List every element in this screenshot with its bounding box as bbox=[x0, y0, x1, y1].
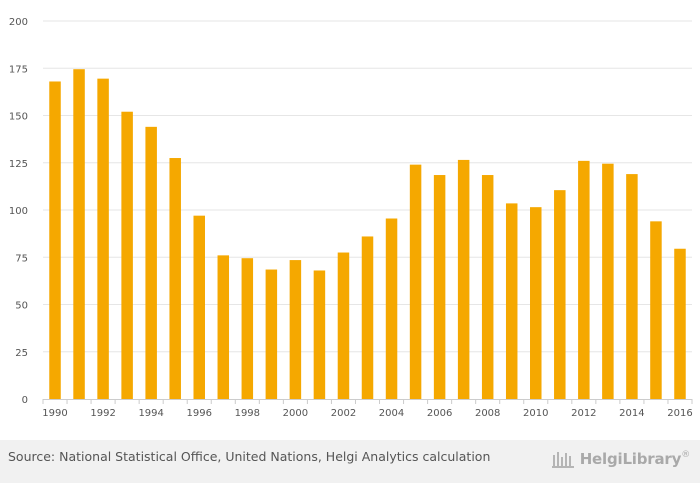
x-tick-label: 2010 bbox=[523, 408, 548, 419]
bar-2004[interactable] bbox=[385, 218, 398, 399]
y-tick-label: 50 bbox=[15, 301, 28, 312]
bar-1995[interactable] bbox=[169, 158, 181, 399]
bar-2016[interactable] bbox=[674, 248, 686, 399]
bar-2013[interactable] bbox=[602, 163, 614, 399]
bar-1996[interactable] bbox=[193, 215, 205, 399]
bar-2006[interactable] bbox=[433, 175, 446, 399]
y-tick-label: 200 bbox=[9, 17, 28, 28]
x-tick-label: 1998 bbox=[235, 408, 260, 419]
x-tick-label: 2000 bbox=[283, 408, 308, 419]
bar-2007[interactable] bbox=[457, 159, 470, 399]
x-tick-label: 2008 bbox=[475, 408, 500, 419]
y-tick-label: 75 bbox=[15, 253, 28, 264]
bar-2005[interactable] bbox=[409, 164, 422, 399]
source-note: Source: National Statistical Office, Uni… bbox=[8, 449, 491, 464]
bar-2015[interactable] bbox=[650, 221, 662, 399]
bar-2014[interactable] bbox=[626, 174, 638, 399]
bar-2011[interactable] bbox=[554, 190, 566, 399]
y-tick-label: 100 bbox=[9, 206, 28, 217]
bar-1999[interactable] bbox=[265, 269, 278, 399]
x-tick-label: 1992 bbox=[90, 408, 115, 419]
bar-1990[interactable] bbox=[49, 81, 61, 399]
y-tick-label: 150 bbox=[9, 112, 28, 123]
x-tick-label: 1996 bbox=[187, 408, 212, 419]
library-columns-icon bbox=[551, 452, 574, 468]
bar-1993[interactable] bbox=[121, 111, 133, 399]
x-tick-label: 2012 bbox=[571, 408, 596, 419]
bar-2009[interactable] bbox=[505, 203, 518, 399]
bar-2002[interactable] bbox=[337, 252, 350, 399]
y-tick-label: 0 bbox=[22, 395, 28, 406]
y-tick-label: 125 bbox=[9, 159, 28, 170]
bar-1991[interactable] bbox=[73, 69, 85, 399]
y-axis: 0 25 50 75 100 125 150 175 200 bbox=[9, 17, 28, 406]
x-tick-label: 2004 bbox=[379, 408, 404, 419]
x-tick-label: 2016 bbox=[667, 408, 692, 419]
bar-2012[interactable] bbox=[578, 160, 590, 399]
helgi-library-logo[interactable]: HelgiLibrary® bbox=[551, 448, 690, 470]
bar-2003[interactable] bbox=[361, 236, 374, 399]
x-tick-label: 2006 bbox=[427, 408, 452, 419]
x-axis: 1990 1992 1994 1996 1998 2000 2002 2004 2006 2008… bbox=[42, 399, 693, 419]
bar-1992[interactable] bbox=[97, 78, 109, 400]
bar-1994[interactable] bbox=[145, 126, 157, 399]
bar-1997[interactable] bbox=[217, 255, 230, 399]
bar-2001[interactable] bbox=[313, 270, 326, 399]
bar-2000[interactable] bbox=[289, 260, 302, 399]
x-tick-label: 2014 bbox=[619, 408, 644, 419]
x-tick-label: 1990 bbox=[42, 408, 67, 419]
brand-name: HelgiLibrary® bbox=[579, 450, 690, 468]
y-tick-label: 175 bbox=[9, 64, 28, 75]
x-tick-label: 2002 bbox=[331, 408, 356, 419]
bar-series bbox=[49, 69, 686, 400]
bar-2008[interactable] bbox=[481, 175, 494, 399]
footer: Source: National Statistical Office, Uni… bbox=[0, 440, 700, 483]
bar-1998[interactable] bbox=[241, 258, 254, 399]
bar-2010[interactable] bbox=[530, 207, 542, 399]
x-tick-label: 1994 bbox=[138, 408, 163, 419]
y-tick-label: 25 bbox=[15, 348, 28, 359]
